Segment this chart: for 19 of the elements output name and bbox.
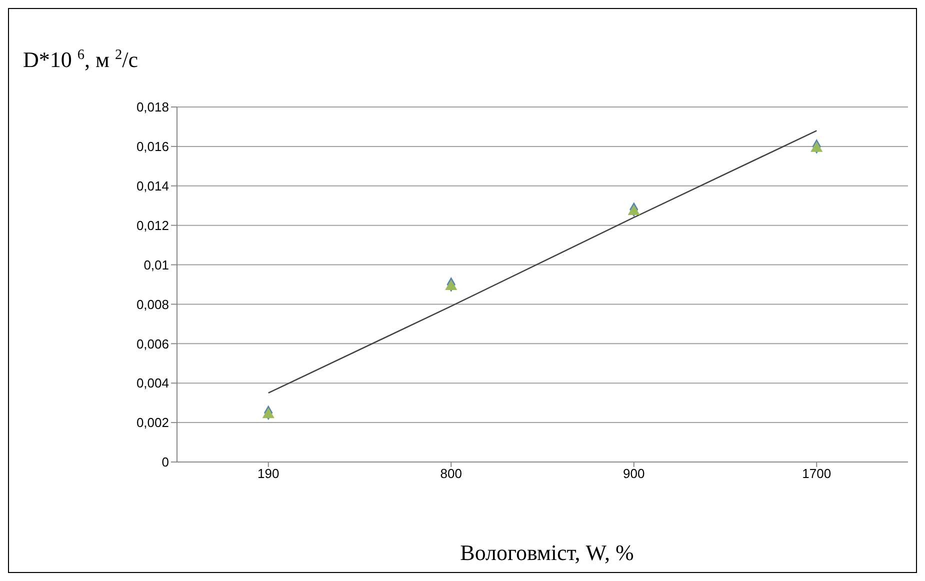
x-axis-title: Вологовміст, W, % <box>460 540 634 565</box>
point <box>262 408 274 418</box>
y-tick-label: 0,008 <box>136 296 169 312</box>
x-tick-label: 900 <box>623 466 645 482</box>
y-tick-label: 0,016 <box>136 139 169 154</box>
y-tick-label: 0,012 <box>136 218 169 233</box>
x-tick-label: 800 <box>440 466 462 482</box>
y-tick-label: 0,002 <box>136 415 169 430</box>
y-tick-label: 0,004 <box>136 376 169 391</box>
y-tick-label: 0,01 <box>144 257 169 272</box>
y-tick-label: 0,014 <box>136 178 169 194</box>
y-tick-label: 0,006 <box>136 336 169 352</box>
point <box>628 204 640 216</box>
y-tick-label: 0 <box>162 454 169 470</box>
line-series <box>268 130 818 394</box>
x-tick-label: 1700 <box>802 466 832 482</box>
y-axis-title: D*10 $^{6}$, м $^{2}$/с <box>23 47 138 72</box>
y-tick-label: 0,018 <box>136 100 169 115</box>
x-tick-label: 190 <box>258 466 280 482</box>
